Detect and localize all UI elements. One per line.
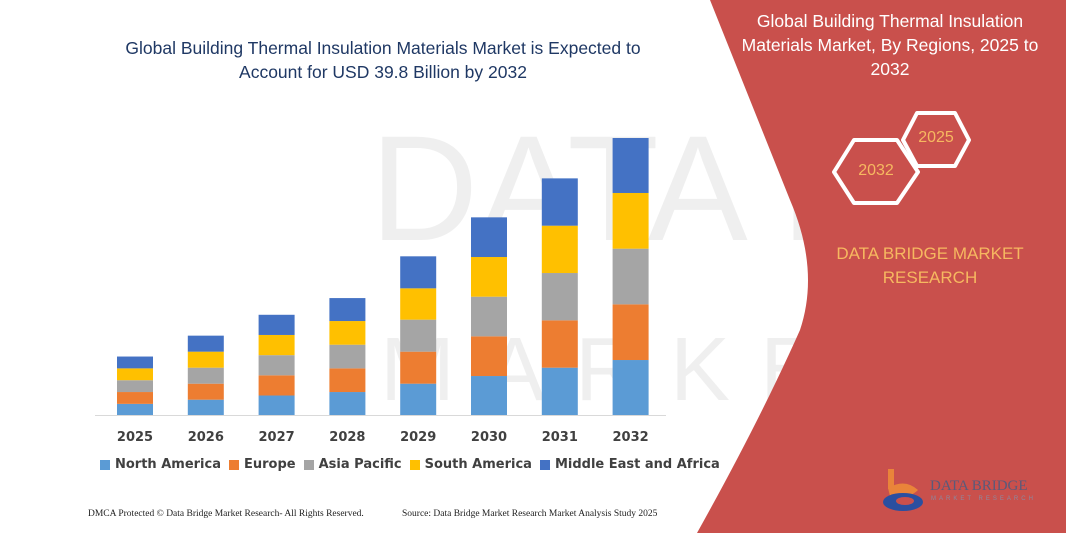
bar-asia-pacific-2026 — [187, 367, 224, 384]
bar-north-america-2026 — [187, 399, 224, 415]
bar-south-america-2030 — [471, 257, 507, 297]
bar-asia-pacific-2031 — [541, 273, 578, 321]
legend-item: North America — [100, 457, 221, 472]
bar-middle-east-and-africa-2026 — [187, 335, 224, 352]
bar-asia-pacific-2025 — [117, 380, 153, 393]
legend-item: Europe — [229, 457, 296, 472]
logo-sub: MARKET RESEARCH — [931, 496, 1036, 502]
legend-label: Europe — [244, 457, 296, 472]
x-tick-label: 2027 — [259, 430, 295, 445]
stacked-bar-chart: 2025 2026 2027 2028 2029 2030 2031 2032 — [95, 138, 666, 445]
bar-asia-pacific-2028 — [329, 344, 366, 369]
bar-europe-2031 — [541, 320, 578, 368]
legend-label: Middle East and Africa — [554, 457, 720, 472]
logo-name: DATA BRIDGE — [930, 478, 1028, 494]
bar-north-america-2029 — [400, 383, 437, 415]
chart-title: Global Building Thermal Insulation Mater… — [125, 38, 641, 82]
legend-label: North America — [115, 457, 221, 472]
bar-europe-2026 — [187, 383, 224, 400]
bar-asia-pacific-2030 — [471, 296, 507, 337]
bar-north-america-2031 — [541, 367, 578, 415]
brand-line-2: RESEARCH — [882, 268, 978, 287]
legend-swatch — [100, 459, 110, 470]
bar-south-america-2026 — [187, 351, 224, 368]
bar-europe-2027 — [258, 375, 295, 396]
bar-europe-2025 — [117, 392, 153, 404]
bar-north-america-2030 — [471, 376, 507, 415]
bar-north-america-2028 — [329, 392, 366, 415]
footer-copyright: DMCA Protected © Data Bridge Market Rese… — [88, 509, 364, 519]
x-tick-label: 2031 — [542, 430, 578, 445]
bar-asia-pacific-2029 — [400, 319, 437, 352]
red-panel — [697, 0, 1066, 533]
x-tick-label: 2025 — [117, 430, 153, 445]
legend-item: South America — [409, 457, 532, 472]
x-tick-label: 2032 — [613, 430, 649, 445]
bar-middle-east-and-africa-2028 — [329, 298, 366, 322]
bar-middle-east-and-africa-2030 — [471, 217, 507, 258]
legend-item: Middle East and Africa — [539, 457, 720, 472]
legend-swatch — [409, 459, 420, 470]
bar-middle-east-and-africa-2031 — [541, 178, 578, 226]
legend-swatch — [229, 459, 239, 470]
hexagon-2032 — [832, 138, 920, 205]
bar-asia-pacific-2027 — [258, 355, 295, 376]
bar-south-america-2031 — [541, 225, 578, 274]
hex-label-2032: 2032 — [858, 162, 894, 179]
panel-title: Global Building Thermal Insulation Mater… — [741, 11, 1039, 79]
legend-item: Asia Pacific — [303, 457, 402, 472]
legend-swatch — [303, 459, 314, 470]
bar-south-america-2028 — [329, 321, 366, 345]
legend-label: Asia Pacific — [318, 457, 402, 472]
bar-north-america-2032 — [612, 360, 649, 415]
legend-label: South America — [424, 457, 532, 472]
bar-north-america-2025 — [117, 403, 153, 415]
bar-europe-2028 — [329, 368, 366, 393]
bar-south-america-2032 — [612, 192, 649, 249]
bar-south-america-2025 — [117, 368, 153, 381]
bar-europe-2030 — [471, 336, 507, 377]
x-tick-label: 2026 — [188, 430, 224, 445]
footer-source: Source: Data Bridge Market Research Mark… — [402, 509, 658, 519]
bar-middle-east-and-africa-2029 — [400, 256, 437, 289]
brand-line-1: DATA BRIDGE MARKET — [836, 244, 1024, 263]
x-tick-label: 2030 — [471, 430, 507, 445]
bar-europe-2032 — [612, 304, 649, 361]
bar-middle-east-and-africa-2027 — [258, 314, 295, 335]
hexagon-2025 — [901, 111, 971, 168]
x-tick-label: 2028 — [329, 430, 365, 445]
bar-south-america-2029 — [400, 288, 437, 320]
bar-north-america-2027 — [258, 395, 295, 415]
hex-label-2025: 2025 — [918, 129, 954, 146]
bar-europe-2029 — [400, 351, 437, 384]
bar-middle-east-and-africa-2025 — [117, 356, 153, 369]
chart-legend: North America Europe Asia Pacific South Ame… — [100, 457, 722, 472]
bar-asia-pacific-2032 — [612, 248, 649, 305]
legend-swatch — [539, 459, 550, 470]
bar-south-america-2027 — [258, 334, 295, 356]
logo-icon — [883, 469, 923, 511]
brand-text: DATA BRIDGE MARKET RESEARCH — [820, 242, 1040, 290]
x-tick-label: 2029 — [400, 430, 436, 445]
bar-middle-east-and-africa-2032 — [612, 138, 649, 193]
